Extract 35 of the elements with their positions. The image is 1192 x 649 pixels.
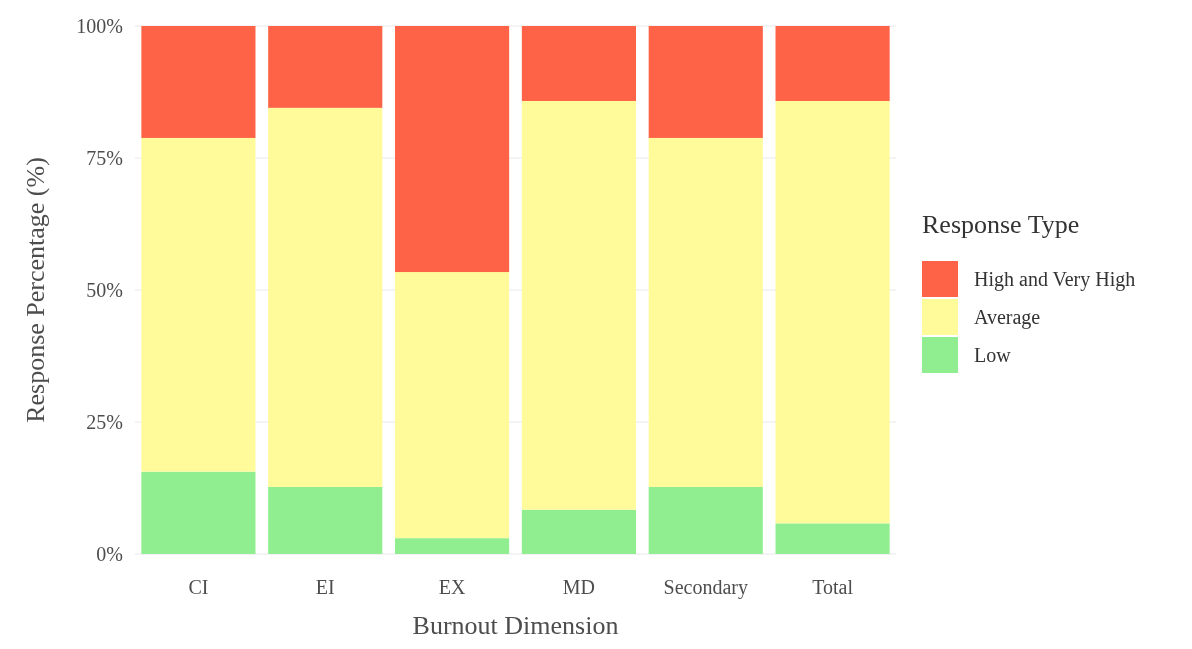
bar <box>141 26 256 138</box>
x-tick-label: Total <box>812 576 854 598</box>
bar <box>395 538 510 554</box>
x-tick-label: CI <box>188 576 209 598</box>
bar <box>648 26 763 138</box>
bar <box>521 26 636 101</box>
bar <box>775 523 890 554</box>
bar <box>141 137 256 472</box>
bar <box>521 100 636 510</box>
bar <box>648 486 763 554</box>
y-tick-label: 0% <box>96 543 123 565</box>
bar <box>268 107 383 487</box>
y-tick-label: 100% <box>76 15 123 37</box>
bar <box>521 509 636 554</box>
x-tick-label: MD <box>562 576 596 598</box>
x-axis-title: Burnout Dimension <box>412 611 619 640</box>
bar <box>775 26 890 101</box>
x-tick-label: Secondary <box>663 576 748 599</box>
y-tick-label: 25% <box>86 411 123 433</box>
legend-label: High and Very High <box>974 268 1136 291</box>
bar <box>268 26 383 108</box>
y-axis-title: Response Percentage (%) <box>21 157 50 423</box>
legend-title: Response Type <box>922 210 1080 239</box>
bar <box>395 26 510 273</box>
bar <box>648 137 763 487</box>
bar <box>775 100 890 524</box>
bar <box>141 471 256 554</box>
y-tick-label: 75% <box>86 147 123 169</box>
legend-label: Average <box>974 306 1041 329</box>
x-tick-label: EI <box>315 576 335 598</box>
y-tick-label: 50% <box>86 279 123 301</box>
legend-label: Low <box>974 344 1012 366</box>
bar <box>268 486 383 554</box>
bar <box>395 272 510 539</box>
x-tick-label: EX <box>438 576 466 598</box>
